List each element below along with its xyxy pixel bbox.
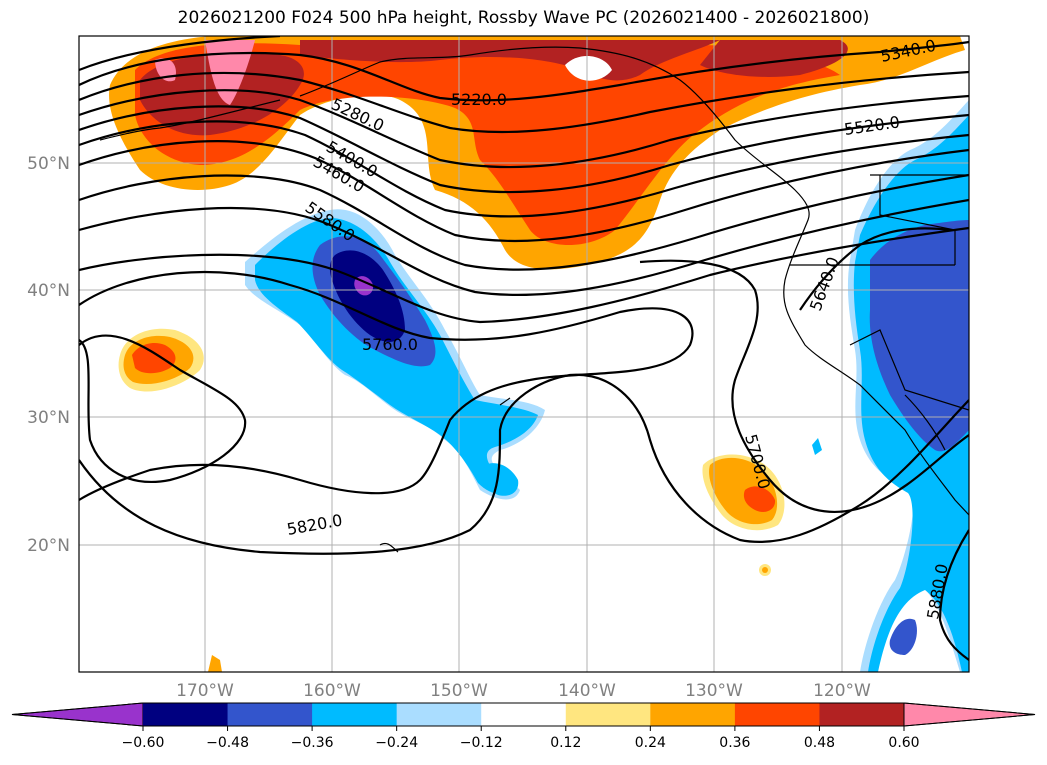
contour-label: 5760.0 [362,335,418,354]
negative-anomaly-east-speck [812,438,822,455]
positive-anomaly-north-strong-2 [300,40,720,81]
negative-anomaly-east-mid [869,220,969,452]
colorbar-tick-label: −0.48 [206,735,249,751]
negative-anomaly-central-small [484,463,519,496]
lon-tick-label: 150°W [430,681,488,701]
colorbar-tick-label: 0.36 [719,735,750,751]
lat-tick-label: 40°N [27,281,70,301]
colorbar-segment [312,703,398,726]
colorbar-tick-label: −0.12 [460,735,503,751]
height-contours [79,36,969,661]
colorbar-segment [650,703,736,726]
colorbar: −0.60 −0.48 −0.36 −0.24 −0.12 0.12 0.24 0.36 0.4… [11,702,1036,751]
negative-anomaly-central-strong [329,250,405,342]
lon-tick-label: 130°W [685,681,743,701]
anomaly-hole [565,55,612,81]
colorbar-tick-label: 0.24 [635,735,666,751]
colorbar-segment [481,703,567,726]
lat-tick-label: 20°N [27,536,70,556]
contour-label: 5220.0 [451,90,507,109]
positive-anomaly-west-center [132,343,176,374]
colorbar-ticks: −0.60 −0.48 −0.36 −0.24 −0.12 0.12 0.24 0.36 0.4… [122,726,920,751]
contour-label: 5520.0 [843,112,901,139]
map-frame [78,35,970,673]
colorbar-segment [734,703,820,726]
lon-tick-label: 160°W [303,681,361,701]
positive-anomaly-north-core [135,43,840,245]
lon-axis: 170°W 160°W 150°W 140°W 130°W 120°W [176,681,871,701]
positive-anomaly-subtropic-center [743,486,776,512]
positive-anomaly-south-edge [208,655,222,672]
colorbar-segments [11,702,1036,727]
colorbar-extend-min [11,702,144,727]
positive-anomaly-speck-core [762,567,768,573]
lon-tick-label: 170°W [176,681,234,701]
colorbar-segment [565,703,651,726]
colorbar-tick-label: 0.48 [804,735,835,751]
colorbar-tick-label: 0.60 [888,735,919,751]
colorbar-segment [819,703,905,726]
negative-anomaly-central-peak [354,276,374,296]
gridlines [79,36,969,672]
contour-label: 5640.0 [806,254,843,313]
lon-tick-label: 140°W [558,681,616,701]
colorbar-tick-label: −0.36 [291,735,334,751]
contour-label: 5280.0 [328,94,387,135]
colorbar-segment [396,703,482,726]
colorbar-segment [227,703,313,726]
lon-tick-label: 120°W [813,681,871,701]
colorbar-tick-label: −0.60 [122,735,165,751]
colorbar-segment [143,703,229,726]
contour-label: 5820.0 [285,511,343,539]
lat-tick-label: 30°N [27,408,70,428]
lat-axis: 50°N 40°N 30°N 20°N [27,154,70,556]
colorbar-tick-label: −0.24 [375,735,418,751]
negative-anomaly-east-south [889,618,917,655]
colorbar-tick-label: 0.12 [550,735,581,751]
positive-anomaly-north-strong-3 [700,40,848,77]
map-title: 2026021200 F024 500 hPa height, Rossby W… [177,8,870,28]
lat-tick-label: 50°N [27,154,70,174]
colorbar-extend-max [903,702,1036,727]
